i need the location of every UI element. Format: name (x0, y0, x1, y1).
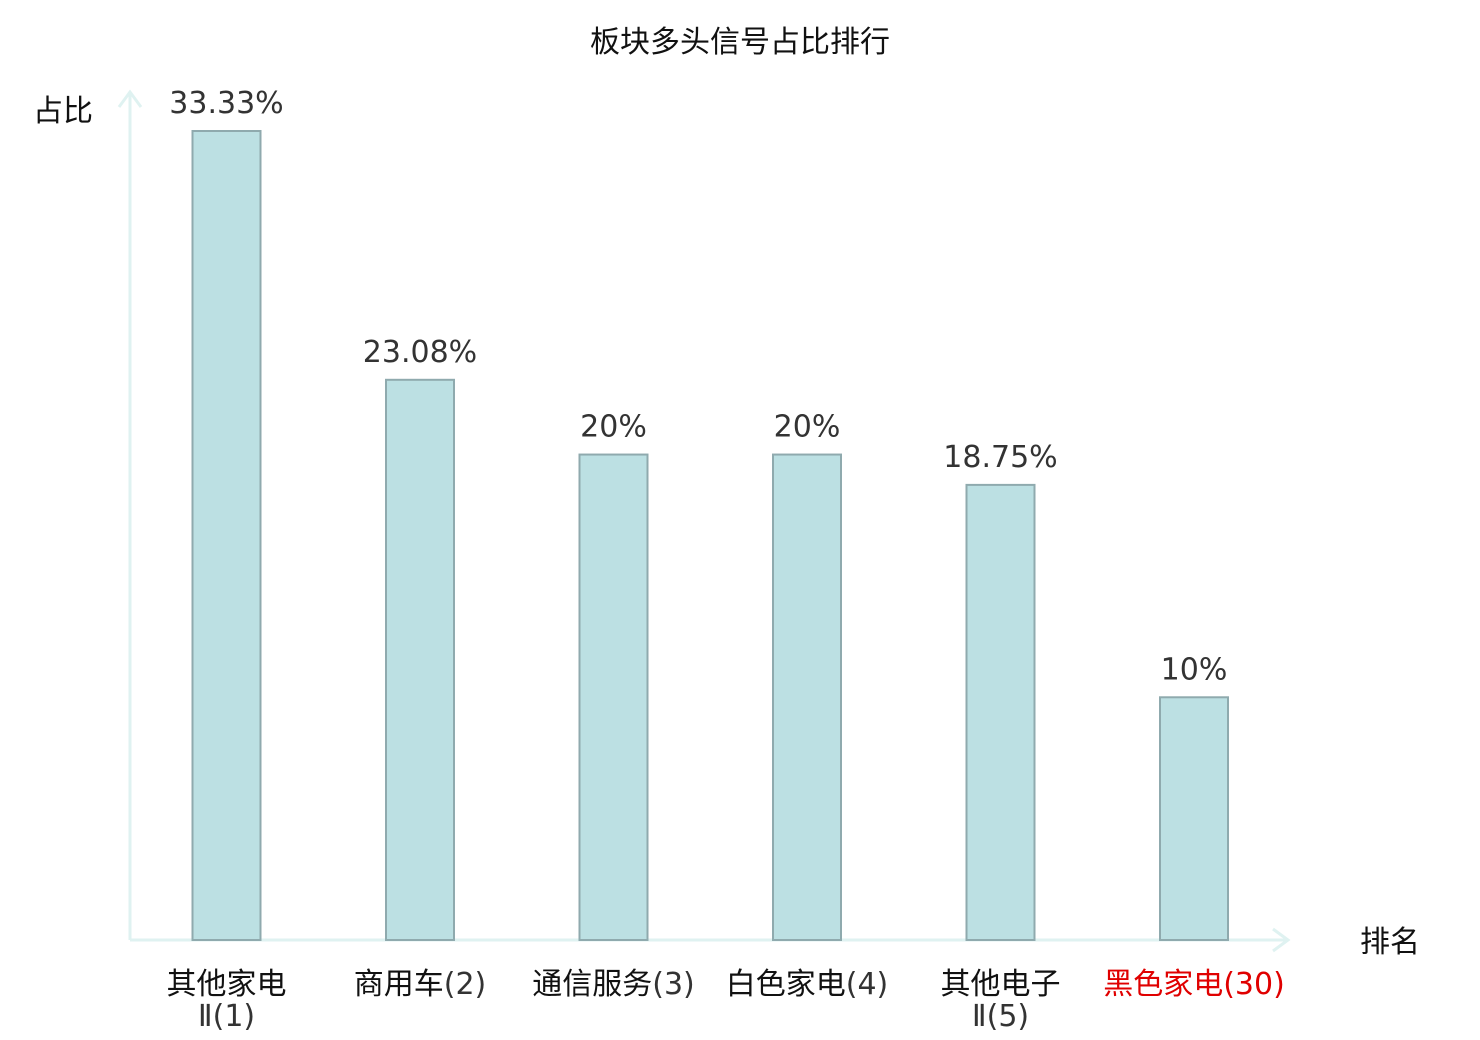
bar (772, 453, 842, 941)
category-tick-label: 黑色家电(30) (1103, 967, 1285, 1002)
y-axis-arrow (117, 89, 143, 108)
bar (578, 453, 649, 941)
x-axis-label: 排名 (1360, 925, 1420, 960)
category-tick-label: 其他电子 Ⅱ(5) (941, 967, 1061, 1034)
bar (385, 378, 455, 942)
bar-value-label: 18.75% (943, 440, 1057, 475)
chart-title: 板块多头信号占比排行 (590, 25, 890, 60)
bar (191, 130, 262, 941)
bar-value-label: 20% (774, 410, 841, 445)
bar (1159, 696, 1229, 942)
category-tick-label: 商用车(2) (354, 967, 487, 1002)
category-tick-label: 其他家电 Ⅱ(1) (167, 967, 287, 1034)
bar-value-label: 33.33% (169, 86, 283, 121)
value-labels-group: 33.33% 23.08% 20% 20% 18.75% 10% (169, 86, 1227, 687)
x-axis-arrow (1272, 927, 1291, 953)
bar-value-label: 10% (1161, 652, 1228, 687)
bar (965, 483, 1036, 941)
category-labels-group: 其他家电 Ⅱ(1) 商用车(2) 通信服务(3) 白色家电(4) 其他电子 Ⅱ(5) 黑色家电… (167, 967, 1285, 1034)
bar-value-label: 20% (580, 410, 647, 445)
bar-value-label: 23.08% (363, 335, 477, 370)
category-tick-label: 白色家电(4) (726, 967, 889, 1002)
bars-group (191, 130, 1229, 942)
category-tick-label: 通信服务(3) (532, 967, 695, 1002)
y-axis-label: 占比 (33, 94, 93, 129)
